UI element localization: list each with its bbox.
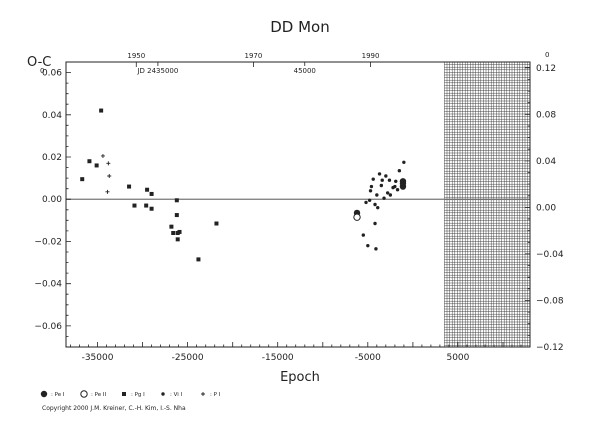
data-point-pg-i (87, 159, 92, 164)
year-tick-label: 1950 (127, 52, 145, 60)
data-point-p-i (105, 189, 110, 194)
legend: : Pe I : Pe II : Pg I : Vi I : P I (40, 390, 221, 398)
data-point-vi-i (373, 221, 377, 226)
x-tick-label: 5000 (446, 353, 469, 363)
x-tick-label: -25000 (172, 353, 204, 363)
data-point-pg-i (174, 198, 179, 203)
data-point-vi-i (387, 178, 392, 182)
data-point-pg-i (196, 257, 201, 262)
legend-marker (122, 392, 126, 396)
x-tick-label: -15000 (262, 353, 294, 363)
data-point-pg-i (149, 191, 154, 196)
data-point-vi-i (394, 179, 398, 183)
x-minor-ticks (70, 342, 531, 347)
legend-marker (80, 390, 88, 398)
copyright-notice: Copyright 2000 J.M. Kreiner, C.-H. Kim, … (42, 405, 186, 412)
x-tick-label: -5000 (355, 353, 381, 363)
right-tick-label: −0.08 (536, 296, 564, 306)
data-point-vi-i (382, 196, 386, 200)
data-point-pg-i (174, 213, 179, 218)
data-point-vi-i (371, 177, 375, 181)
data-point-vi-i (397, 169, 402, 173)
y-tick-label: −0.02 (34, 237, 62, 247)
data-point-pg-i (80, 177, 85, 182)
y-tick-label: 0.00 (42, 195, 62, 205)
y-tick-label: −0.04 (34, 280, 62, 290)
y-tick-label: −0.06 (34, 322, 62, 332)
data-point-pe-i (399, 180, 407, 187)
data-point-pg-i (127, 184, 132, 189)
data-point-vi-i (395, 188, 400, 192)
data-point-pg-i (177, 229, 182, 234)
y-left-ticks (66, 61, 71, 348)
right-tick-label: −0.12 (536, 343, 564, 353)
y-tick-label: 0.04 (42, 111, 62, 121)
data-point-pg-i (175, 237, 180, 242)
legend-label: : Pe I (51, 392, 65, 398)
data-point-pg-i (99, 108, 104, 113)
legend-label: : P I (210, 392, 221, 398)
data-point-pg-i (171, 231, 176, 235)
data-point-p-i (107, 174, 112, 178)
data-point-vi-i (361, 233, 366, 237)
x-axis-label: Epoch (280, 370, 320, 385)
data-point-vi-i (380, 178, 384, 182)
right-tick-label: 0.08 (536, 110, 556, 120)
data-point-pg-i (145, 187, 150, 192)
data-point-vi-i (393, 184, 397, 189)
legend-label: : Pg I (131, 392, 145, 398)
hatched-region-background (444, 62, 530, 347)
legend-marker (201, 392, 205, 396)
y-tick-label: 0.06 (42, 69, 62, 79)
data-point-vi-i (366, 243, 370, 248)
year-tick-label: 1990 (362, 52, 380, 60)
data-point-vi-i (374, 247, 378, 251)
data-point-pg-i (94, 163, 99, 168)
right-tick-label: 0.12 (536, 64, 556, 74)
data-point-pg-i (144, 203, 149, 208)
legend-marker (40, 390, 48, 398)
data-point-pg-i (169, 224, 174, 229)
data-point-vi-i (375, 193, 379, 197)
right-tick-label: 0.00 (536, 203, 556, 213)
chart-title: DD Mon (270, 18, 330, 36)
jd-label: 45000 (294, 67, 316, 75)
legend-label: : Vi I (170, 392, 183, 398)
y-right-ticks (525, 67, 530, 348)
plot-area: -35000 -25000 -15000 -5000 5000 0.06 0.04 0.02 0… (34, 52, 563, 363)
right-axis-exponent: 0 (545, 51, 549, 59)
data-point-vi-i (402, 160, 406, 164)
data-point-pg-i (149, 206, 154, 211)
hatched-region (444, 61, 530, 347)
data-point-vi-i (369, 184, 374, 189)
data-point-pg-i (132, 203, 137, 208)
data-point-vi-i (364, 200, 368, 205)
data-point-vi-i (388, 193, 393, 197)
legend-marker (161, 392, 165, 396)
data-point-vi-i (377, 172, 382, 176)
data-point-pg-i (214, 221, 219, 226)
left-axis-exponent: 0 (40, 67, 44, 75)
legend-label: : Pe II (91, 392, 106, 398)
right-tick-label: −0.04 (536, 250, 564, 260)
data-point-p-i (106, 161, 111, 166)
data-point-vi-i (384, 174, 388, 178)
right-tick-label: 0.04 (536, 157, 556, 167)
data-point-vi-i (368, 189, 373, 193)
year-tick-label: 1970 (244, 52, 262, 60)
data-point-vi-i (376, 205, 380, 210)
y-axis-label: O-C (27, 55, 51, 70)
data-point-vi-i (385, 191, 390, 195)
data-point-p-i (100, 153, 105, 158)
plot-frame (65, 61, 531, 348)
hatched-region-grid (444, 61, 530, 347)
data-point-vi-i (367, 198, 372, 202)
jd-label: JD 2435000 (136, 67, 178, 75)
data-point-vi-i (373, 202, 377, 207)
x-tick-label: -35000 (82, 353, 114, 363)
data-point-vi-i (379, 183, 384, 188)
data-point-pe-ii (353, 213, 361, 221)
y-tick-label: 0.02 (42, 153, 62, 163)
